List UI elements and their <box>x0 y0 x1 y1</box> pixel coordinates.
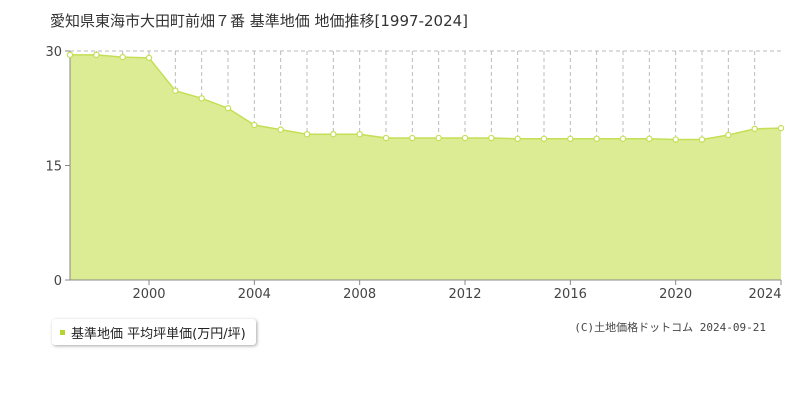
data-point-2006 <box>303 130 311 138</box>
y-tick-label-30: 30 <box>45 45 62 60</box>
marker-layer <box>66 51 785 143</box>
x-tick-label-2004: 2004 <box>238 287 271 302</box>
legend-label: 基準地価 平均坪単価(万円/坪) <box>71 326 246 342</box>
data-point-2018 <box>619 135 627 142</box>
y-tick-label-15: 15 <box>45 160 62 175</box>
data-point-2002 <box>198 95 205 102</box>
data-point-2017 <box>593 135 600 142</box>
data-point-2008 <box>356 130 363 138</box>
data-point-2003 <box>224 105 232 112</box>
copyright: (C)土地価格ドットコム 2024-09-21 <box>574 321 766 334</box>
axis-layer <box>65 50 782 285</box>
x-tick-label-2012: 2012 <box>448 287 481 302</box>
data-point-2023 <box>751 125 758 133</box>
x-tick-label-2016: 2016 <box>554 287 587 302</box>
y-tick-label-0: 0 <box>54 274 62 289</box>
data-point-2005 <box>277 126 284 133</box>
data-point-2011 <box>435 134 442 142</box>
data-point-2021 <box>698 136 706 143</box>
series-line <box>70 54 782 141</box>
data-point-2009 <box>382 134 390 142</box>
legend: 基準地価 平均坪単価(万円/坪) <box>52 319 256 345</box>
x-tick-label-2008: 2008 <box>343 287 376 302</box>
area-fill <box>70 54 781 280</box>
data-point-2019 <box>646 135 653 142</box>
data-point-2013 <box>488 134 495 142</box>
data-point-2024 <box>777 124 785 132</box>
data-point-2020 <box>672 136 679 143</box>
data-point-2015 <box>540 135 548 142</box>
data-point-2010 <box>409 134 416 142</box>
data-point-2007 <box>330 130 337 138</box>
chart-title: 愛知県東海市大田町前畑７番 基準地価 地価推移[1997-2024] <box>50 12 469 30</box>
x-tick-label-2024: 2024 <box>748 287 781 302</box>
data-point-2000 <box>145 54 153 62</box>
data-point-2012 <box>461 134 469 142</box>
x-tick-label-2000: 2000 <box>132 287 165 302</box>
data-point-2016 <box>567 135 574 142</box>
tick-labels: 0 15 30 2000 2004 2008 2012 2016 2020 2024 <box>45 45 781 302</box>
data-point-2014 <box>514 135 521 142</box>
data-point-1999 <box>119 53 126 61</box>
data-point-2022 <box>725 131 732 139</box>
data-point-1998 <box>93 51 100 59</box>
legend-swatch-icon <box>60 329 65 335</box>
data-point-1997 <box>66 51 74 59</box>
x-tick-label-2020: 2020 <box>659 287 692 302</box>
data-point-2004 <box>251 121 258 129</box>
data-point-2001 <box>172 87 179 94</box>
